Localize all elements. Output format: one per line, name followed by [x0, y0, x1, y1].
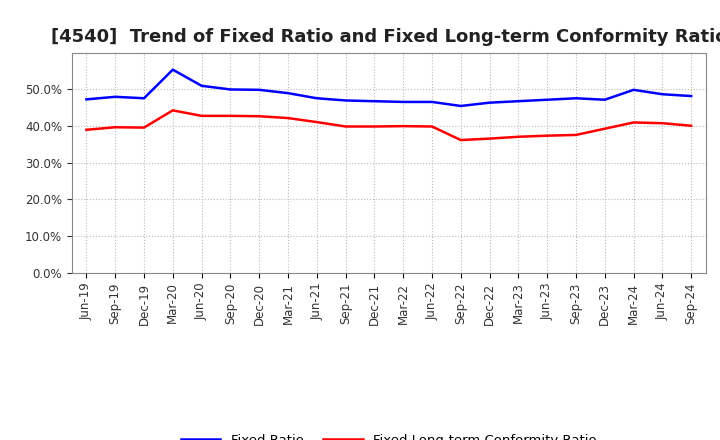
Fixed Ratio — [168, 67, 177, 72]
Fixed Long-term Conformity Ratio — [197, 113, 206, 118]
Fixed Long-term Conformity Ratio — [514, 134, 523, 139]
Fixed Ratio — [543, 97, 552, 103]
Fixed Ratio — [111, 94, 120, 99]
Fixed Long-term Conformity Ratio — [140, 125, 148, 130]
Fixed Long-term Conformity Ratio — [687, 123, 696, 128]
Fixed Long-term Conformity Ratio — [428, 124, 436, 129]
Fixed Ratio — [312, 95, 321, 101]
Fixed Ratio — [485, 100, 494, 105]
Fixed Long-term Conformity Ratio — [82, 127, 91, 132]
Fixed Long-term Conformity Ratio — [255, 114, 264, 119]
Fixed Long-term Conformity Ratio — [284, 115, 292, 121]
Fixed Ratio — [255, 87, 264, 92]
Line: Fixed Ratio: Fixed Ratio — [86, 70, 691, 106]
Fixed Ratio — [600, 97, 609, 103]
Fixed Long-term Conformity Ratio — [629, 120, 638, 125]
Fixed Ratio — [82, 97, 91, 102]
Fixed Ratio — [140, 95, 148, 101]
Line: Fixed Long-term Conformity Ratio: Fixed Long-term Conformity Ratio — [86, 110, 691, 140]
Fixed Ratio — [226, 87, 235, 92]
Fixed Ratio — [456, 103, 465, 109]
Fixed Long-term Conformity Ratio — [341, 124, 350, 129]
Fixed Long-term Conformity Ratio — [572, 132, 580, 138]
Fixed Ratio — [370, 99, 379, 104]
Fixed Ratio — [399, 99, 408, 105]
Title: [4540]  Trend of Fixed Ratio and Fixed Long-term Conformity Ratio: [4540] Trend of Fixed Ratio and Fixed Lo… — [50, 28, 720, 46]
Fixed Long-term Conformity Ratio — [485, 136, 494, 141]
Fixed Long-term Conformity Ratio — [399, 124, 408, 129]
Fixed Long-term Conformity Ratio — [168, 108, 177, 113]
Fixed Ratio — [629, 87, 638, 92]
Fixed Long-term Conformity Ratio — [312, 119, 321, 125]
Fixed Long-term Conformity Ratio — [658, 121, 667, 126]
Fixed Long-term Conformity Ratio — [456, 137, 465, 143]
Fixed Long-term Conformity Ratio — [370, 124, 379, 129]
Fixed Ratio — [658, 92, 667, 97]
Fixed Long-term Conformity Ratio — [226, 113, 235, 118]
Fixed Ratio — [514, 99, 523, 104]
Fixed Ratio — [687, 93, 696, 99]
Fixed Long-term Conformity Ratio — [600, 126, 609, 131]
Fixed Long-term Conformity Ratio — [111, 125, 120, 130]
Fixed Ratio — [284, 91, 292, 96]
Fixed Ratio — [197, 83, 206, 88]
Legend: Fixed Ratio, Fixed Long-term Conformity Ratio: Fixed Ratio, Fixed Long-term Conformity … — [175, 429, 603, 440]
Fixed Ratio — [572, 95, 580, 101]
Fixed Long-term Conformity Ratio — [543, 133, 552, 138]
Fixed Ratio — [428, 99, 436, 105]
Fixed Ratio — [341, 98, 350, 103]
